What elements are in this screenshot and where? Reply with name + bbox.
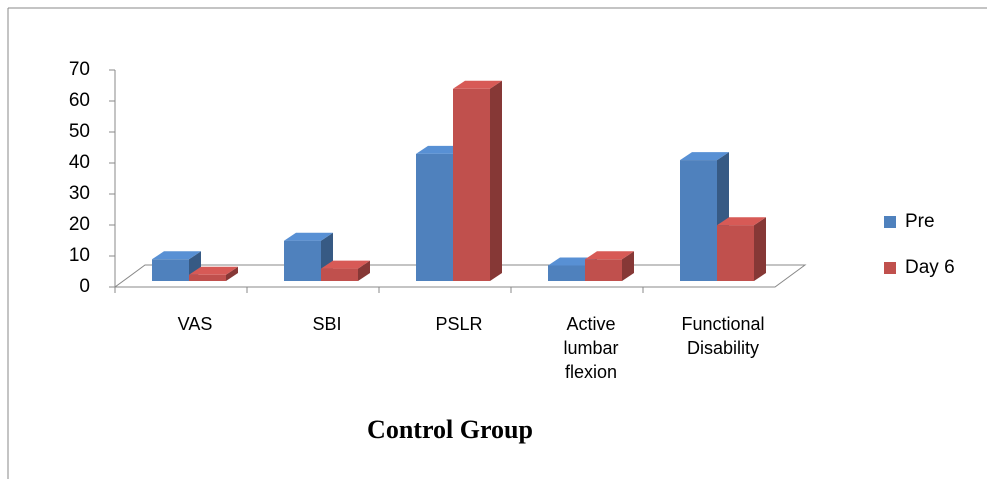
legend-swatch <box>884 216 896 228</box>
floor <box>113 264 807 288</box>
bar <box>189 266 238 281</box>
y-tick-label: 10 <box>69 245 90 266</box>
bar-top <box>321 260 370 269</box>
bar-top <box>585 251 634 260</box>
bar <box>680 152 729 281</box>
x-tick-label: PSLR <box>435 314 483 334</box>
bar-front <box>548 265 585 281</box>
bar-front <box>321 268 358 281</box>
legend-label: Day 6 <box>905 257 955 278</box>
y-tick-label: 50 <box>69 121 90 142</box>
y-tick-label: 40 <box>69 152 90 173</box>
x-tick-label: SBI <box>312 314 342 334</box>
bar-top <box>453 80 502 89</box>
y-tick-label: 20 <box>69 214 90 235</box>
bar-side <box>358 260 370 281</box>
bar-top <box>284 232 333 241</box>
bar-front <box>152 259 189 281</box>
bar-side <box>226 266 238 281</box>
chart-title: Control Group <box>367 415 533 444</box>
x-tick-label: Functional Disability <box>681 314 765 358</box>
bar-side <box>754 217 766 281</box>
y-tick-label: 60 <box>69 90 90 111</box>
bar-top <box>680 152 729 161</box>
bar-side <box>490 80 502 281</box>
y-tick-label: 70 <box>69 59 90 80</box>
legend-swatch <box>884 262 896 274</box>
bar <box>321 260 370 281</box>
bar-top <box>152 251 201 260</box>
y-tick-label: 0 <box>79 276 90 297</box>
bar-front <box>453 88 490 281</box>
bar <box>717 217 766 281</box>
bar-front <box>416 153 453 281</box>
bar-front <box>189 274 226 281</box>
bar-front <box>585 259 622 281</box>
bar-front <box>717 225 754 281</box>
bar-top <box>717 217 766 226</box>
bar-front <box>680 160 717 281</box>
bar <box>585 251 634 281</box>
x-tick-label: Active lumbar flexion <box>563 314 619 382</box>
bar-top <box>548 257 597 266</box>
bar-front <box>284 240 321 281</box>
legend-label: Pre <box>905 211 935 232</box>
bar-top <box>416 145 465 154</box>
bar-top <box>189 266 238 275</box>
bar-side <box>622 251 634 281</box>
y-tick-label: 30 <box>69 183 90 204</box>
bar <box>453 80 502 281</box>
x-tick-label: VAS <box>177 314 213 334</box>
